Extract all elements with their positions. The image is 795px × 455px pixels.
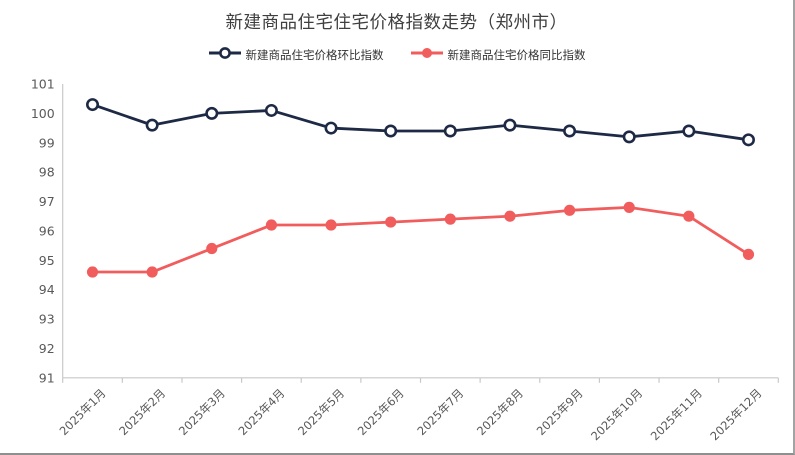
legend-item-mom-index[interactable]: 新建商品住宅价格环比指数 <box>208 45 384 64</box>
chart-title: 新建商品住宅住宅价格指数走势（郑州市） <box>225 13 568 33</box>
legend-label-mom-index: 新建商品住宅价格环比指数 <box>245 47 384 62</box>
data-point <box>205 106 219 120</box>
y-tick-label: 99 <box>39 135 55 150</box>
data-point <box>742 248 755 261</box>
data-point <box>265 219 278 231</box>
data-point <box>682 124 696 138</box>
y-tick-label: 93 <box>39 312 55 327</box>
line-filled-circle-icon <box>410 45 444 64</box>
y-tick-label: 97 <box>39 194 55 209</box>
legend-label-yoy-index: 新建商品住宅价格同比指数 <box>447 47 586 62</box>
y-tick-label: 94 <box>39 282 55 297</box>
data-point <box>443 124 457 138</box>
y-tick-label: 91 <box>39 370 55 385</box>
y-tick-label: 98 <box>39 165 55 180</box>
data-point <box>444 213 456 225</box>
data-point <box>86 98 100 112</box>
data-point <box>563 204 576 216</box>
x-tick-label: 2025年1月 <box>57 386 109 438</box>
x-tick-label: 2025年2月 <box>116 386 168 438</box>
x-tick-label: 2025年7月 <box>414 386 466 438</box>
x-tick-label: 2025年8月 <box>474 386 526 438</box>
y-tick-label: 92 <box>39 341 55 356</box>
data-point <box>264 103 278 117</box>
x-tick-label: 2025年3月 <box>176 386 228 438</box>
data-point <box>145 118 159 132</box>
x-tick-label: 2025年9月 <box>534 386 586 438</box>
x-tick-label: 2025年12月 <box>707 386 764 443</box>
legend: 新建商品住宅价格环比指数 新建商品住宅价格同比指数 <box>0 45 793 64</box>
data-point <box>384 124 398 138</box>
x-tick-label: 2025年4月 <box>235 386 287 438</box>
x-tick-label: 2025年5月 <box>295 386 347 438</box>
x-tick-label: 2025年11月 <box>648 386 705 443</box>
data-point <box>683 210 695 222</box>
data-point <box>563 124 577 138</box>
data-point <box>324 121 338 135</box>
data-point <box>623 201 635 213</box>
data-point <box>385 216 397 228</box>
data-point <box>504 210 516 222</box>
data-point <box>206 242 218 255</box>
x-tick-label: 2025年6月 <box>355 386 407 438</box>
data-point <box>622 130 636 144</box>
data-point <box>146 266 158 278</box>
y-tick-label: 101 <box>31 77 55 92</box>
data-point <box>503 118 517 132</box>
series-line-0 <box>91 103 750 142</box>
data-point <box>741 133 755 147</box>
line-hollow-circle-icon <box>208 45 242 64</box>
series-line-1 <box>91 205 750 274</box>
y-tick-label: 100 <box>31 106 55 121</box>
data-point <box>325 219 337 231</box>
data-point <box>86 266 99 278</box>
y-tick-label: 96 <box>39 223 55 238</box>
x-tick-label: 2025年10月 <box>588 386 645 443</box>
y-tick-label: 95 <box>39 253 55 268</box>
legend-item-yoy-index[interactable]: 新建商品住宅价格同比指数 <box>410 45 586 64</box>
